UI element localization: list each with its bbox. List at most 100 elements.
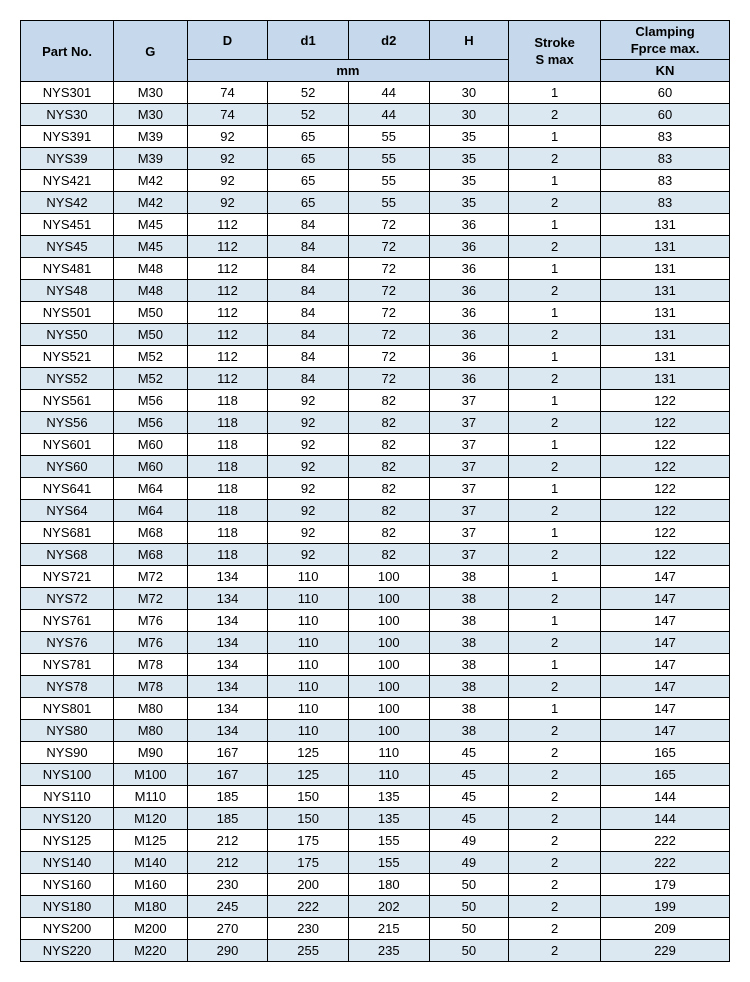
table-cell: NYS68 — [21, 544, 114, 566]
table-cell: NYS180 — [21, 896, 114, 918]
table-row: NYS451M451128472361131 — [21, 214, 730, 236]
table-cell: 92 — [268, 434, 349, 456]
header-d1: d1 — [268, 21, 349, 60]
table-cell: 60 — [601, 104, 730, 126]
table-row: NYS801M80134110100381147 — [21, 698, 730, 720]
table-row: NYS561M561189282371122 — [21, 390, 730, 412]
table-cell: 84 — [268, 368, 349, 390]
table-cell: M30 — [114, 82, 188, 104]
table-cell: 50 — [429, 896, 509, 918]
table-cell: M60 — [114, 456, 188, 478]
header-h: H — [429, 21, 509, 60]
table-cell: M39 — [114, 148, 188, 170]
table-cell: 290 — [187, 940, 268, 962]
table-cell: 1 — [509, 82, 601, 104]
table-cell: 212 — [187, 852, 268, 874]
table-cell: 38 — [429, 720, 509, 742]
table-cell: 165 — [601, 742, 730, 764]
table-cell: NYS80 — [21, 720, 114, 742]
table-cell: 118 — [187, 390, 268, 412]
table-row: NYS761M76134110100381147 — [21, 610, 730, 632]
table-cell: 92 — [268, 412, 349, 434]
table-cell: 118 — [187, 544, 268, 566]
table-cell: M56 — [114, 390, 188, 412]
table-cell: 134 — [187, 676, 268, 698]
table-cell: 150 — [268, 808, 349, 830]
table-row: NYS48M481128472362131 — [21, 280, 730, 302]
table-row: NYS220M220290255235502229 — [21, 940, 730, 962]
table-cell: M76 — [114, 610, 188, 632]
table-cell: 100 — [348, 676, 429, 698]
table-cell: 112 — [187, 302, 268, 324]
table-cell: 229 — [601, 940, 730, 962]
table-row: NYS76M76134110100382147 — [21, 632, 730, 654]
table-row: NYS45M451128472362131 — [21, 236, 730, 258]
table-cell: M100 — [114, 764, 188, 786]
table-cell: 74 — [187, 82, 268, 104]
table-cell: M68 — [114, 522, 188, 544]
table-cell: 65 — [268, 170, 349, 192]
table-row: NYS100M100167125110452165 — [21, 764, 730, 786]
table-cell: 134 — [187, 698, 268, 720]
table-cell: 50 — [429, 918, 509, 940]
table-cell: 2 — [509, 676, 601, 698]
table-cell: M78 — [114, 654, 188, 676]
table-cell: 2 — [509, 808, 601, 830]
table-cell: M39 — [114, 126, 188, 148]
table-cell: 147 — [601, 632, 730, 654]
table-cell: NYS50 — [21, 324, 114, 346]
table-cell: M76 — [114, 632, 188, 654]
table-cell: 65 — [268, 126, 349, 148]
table-cell: 112 — [187, 280, 268, 302]
table-cell: 215 — [348, 918, 429, 940]
table-row: NYS52M521128472362131 — [21, 368, 730, 390]
table-cell: 199 — [601, 896, 730, 918]
table-cell: 110 — [348, 742, 429, 764]
table-cell: 72 — [348, 258, 429, 280]
table-cell: 2 — [509, 324, 601, 346]
table-cell: M140 — [114, 852, 188, 874]
table-cell: 82 — [348, 500, 429, 522]
table-cell: 1 — [509, 302, 601, 324]
table-cell: M160 — [114, 874, 188, 896]
table-cell: 147 — [601, 566, 730, 588]
table-cell: 2 — [509, 632, 601, 654]
table-cell: 1 — [509, 522, 601, 544]
table-cell: 2 — [509, 874, 601, 896]
table-cell: 84 — [268, 280, 349, 302]
table-cell: 2 — [509, 852, 601, 874]
table-cell: 38 — [429, 566, 509, 588]
table-cell: NYS681 — [21, 522, 114, 544]
table-cell: 222 — [268, 896, 349, 918]
table-cell: 72 — [348, 280, 429, 302]
table-cell: 35 — [429, 192, 509, 214]
table-cell: M68 — [114, 544, 188, 566]
table-cell: NYS100 — [21, 764, 114, 786]
table-cell: NYS52 — [21, 368, 114, 390]
table-cell: 147 — [601, 698, 730, 720]
table-row: NYS180M180245222202502199 — [21, 896, 730, 918]
table-cell: 30 — [429, 104, 509, 126]
table-cell: 35 — [429, 148, 509, 170]
table-cell: 235 — [348, 940, 429, 962]
table-cell: NYS140 — [21, 852, 114, 874]
table-cell: 92 — [268, 390, 349, 412]
table-cell: NYS45 — [21, 236, 114, 258]
table-cell: 36 — [429, 258, 509, 280]
table-cell: 222 — [601, 852, 730, 874]
table-cell: 118 — [187, 500, 268, 522]
table-cell: 36 — [429, 214, 509, 236]
table-cell: 2 — [509, 500, 601, 522]
table-cell: NYS90 — [21, 742, 114, 764]
table-cell: NYS56 — [21, 412, 114, 434]
table-cell: NYS521 — [21, 346, 114, 368]
table-cell: 200 — [268, 874, 349, 896]
table-row: NYS50M501128472362131 — [21, 324, 730, 346]
table-cell: 100 — [348, 610, 429, 632]
header-d: D — [187, 21, 268, 60]
table-row: NYS601M601189282371122 — [21, 434, 730, 456]
table-cell: 36 — [429, 302, 509, 324]
table-cell: M120 — [114, 808, 188, 830]
table-cell: M56 — [114, 412, 188, 434]
table-cell: 92 — [187, 126, 268, 148]
